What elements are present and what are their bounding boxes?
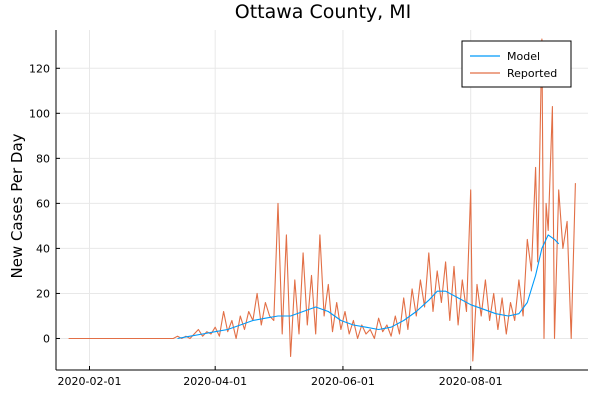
chart-title: Ottawa County, MI — [235, 1, 411, 23]
series-line-reported — [68, 38, 576, 362]
y-tick-label: 120 — [29, 62, 50, 75]
x-tick-label: 2020-06-01 — [311, 375, 375, 388]
x-tick-label: 2020-08-01 — [439, 375, 503, 388]
x-tick-label: 2020-04-01 — [183, 375, 247, 388]
series-line-model — [177, 234, 560, 340]
series-layer — [68, 38, 576, 362]
y-tick-label: 100 — [29, 107, 50, 120]
legend: Model Reported — [461, 40, 572, 88]
x-ticks: 2020-02-01 2020-04-01 2020-06-01 2020-08-01 — [58, 366, 503, 388]
y-tick-label: 0 — [43, 332, 50, 345]
y-tick-label: 20 — [36, 287, 50, 300]
axes — [55, 30, 588, 371]
y-ticks: 0 20 40 60 80 100 120 — [29, 62, 60, 345]
y-tick-label: 60 — [36, 197, 50, 210]
x-tick-label: 2020-02-01 — [58, 375, 122, 388]
y-tick-label: 80 — [36, 152, 50, 165]
y-axis-label: New Cases Per Day — [8, 133, 26, 278]
legend-box — [461, 40, 572, 88]
legend-label-model: Model — [507, 50, 540, 63]
legend-label-reported: Reported — [507, 67, 557, 80]
y-tick-label: 40 — [36, 242, 50, 255]
